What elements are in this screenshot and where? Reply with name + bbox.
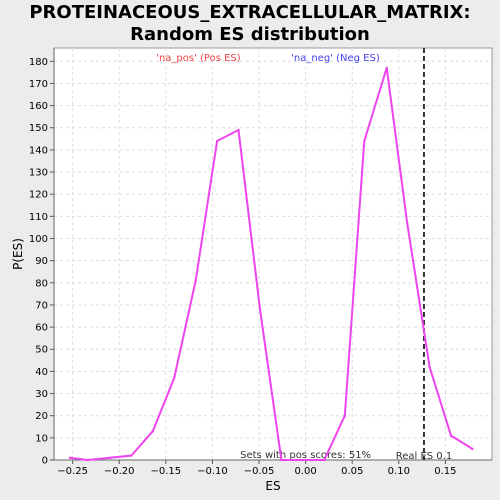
data-point: [86, 458, 89, 462]
x-tick-label: −0.25: [57, 466, 88, 477]
data-point: [130, 454, 133, 457]
x-tick-label: −0.10: [197, 466, 228, 477]
x-axis-title: ES: [265, 479, 280, 493]
y-tick-label: 160: [29, 101, 48, 112]
data-point: [173, 376, 176, 380]
plot-background: [53, 47, 493, 461]
x-tick-label: −0.05: [244, 466, 275, 477]
y-tick-label: 10: [35, 433, 48, 444]
data-point: [363, 139, 366, 143]
data-point: [194, 279, 197, 282]
y-tick-label: 60: [35, 323, 48, 334]
y-tick-label: 20: [35, 411, 48, 422]
y-tick-label: 140: [29, 145, 48, 156]
x-tick-label: 0.05: [341, 466, 363, 477]
series: [68, 48, 474, 462]
chart-title: PROTEINACEOUS_EXTRACELLULAR_MATRIX: Rand…: [29, 2, 471, 45]
data-point: [280, 458, 283, 462]
data-point: [258, 308, 262, 311]
data-point: [405, 221, 409, 225]
x-tick-label: −0.20: [104, 466, 135, 477]
data-point: [449, 434, 453, 437]
y-tick-label: 0: [42, 456, 48, 467]
y-tick-label: 40: [35, 367, 48, 378]
axes: 0 10 20 30 40 50 60 70 80 90 100 110 120 130 140 150 160…: [29, 48, 492, 477]
data-point: [108, 456, 112, 459]
y-tick-label: 30: [35, 389, 48, 400]
neg-legend-label: 'na_neg' (Neg ES): [291, 53, 380, 64]
y-tick-label: 150: [29, 123, 48, 134]
y-tick-label: 50: [35, 345, 48, 356]
y-axis-title: P(ES): [11, 238, 25, 270]
x-tick-label: −0.15: [151, 466, 182, 477]
y-tick-label: 100: [29, 234, 48, 245]
sets-pos-scores-text: Sets with pos scores: 51%: [240, 450, 371, 461]
y-tick-label: 130: [29, 168, 48, 179]
y-tick-label: 90: [35, 256, 48, 267]
data-point: [151, 430, 154, 433]
data-point: [428, 365, 431, 369]
y-tick-label: 80: [35, 278, 48, 289]
x-tick-label: 0.15: [434, 466, 456, 477]
data-point: [343, 414, 346, 417]
x-tick-label: 0.00: [294, 466, 316, 477]
y-tick-label: 120: [29, 190, 48, 201]
data-point: [471, 447, 474, 451]
x-tick-label: 0.10: [388, 466, 410, 477]
data-point: [323, 458, 326, 462]
pos-legend-label: 'na_pos' (Pos ES): [156, 53, 241, 64]
y-tick-label: 180: [29, 57, 48, 68]
data-point: [237, 128, 240, 132]
data-point: [385, 66, 388, 70]
y-tick-label: 110: [29, 212, 48, 223]
grid: [54, 48, 492, 461]
data-point: [215, 139, 219, 143]
y-tick-label: 170: [29, 79, 48, 90]
data-point: [301, 458, 305, 462]
series-line: [69, 66, 473, 461]
y-tick-label: 70: [35, 300, 48, 311]
data-point: [68, 456, 72, 459]
